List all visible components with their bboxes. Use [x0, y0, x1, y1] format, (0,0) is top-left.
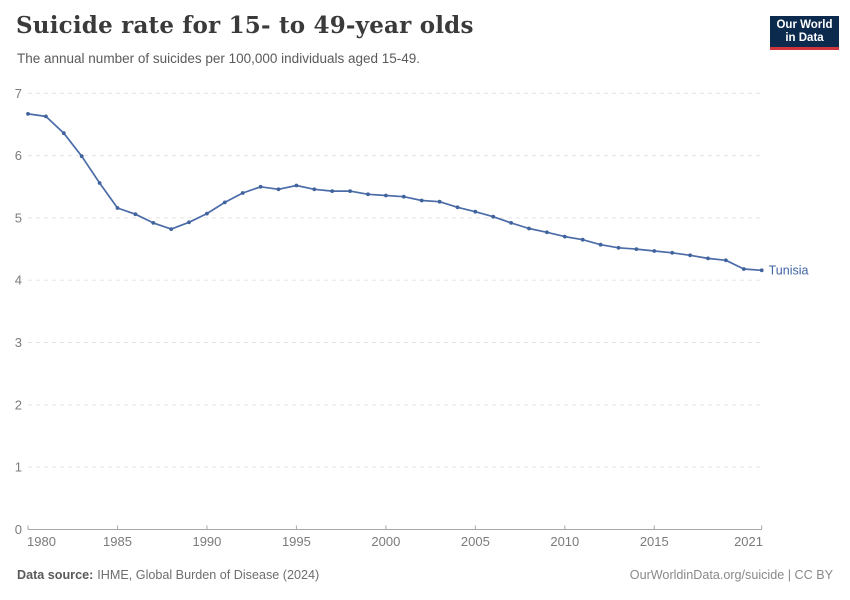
data-point-1999[interactable]	[366, 192, 370, 197]
series-line-tunisia[interactable]	[27, 113, 763, 272]
data-point-2013[interactable]	[616, 245, 621, 250]
data-point-2007[interactable]	[509, 221, 513, 225]
owid-logo[interactable]: Our World in Data	[770, 16, 839, 50]
y-axis-tick-label-2: 2	[15, 397, 22, 412]
data-point-2003[interactable]	[437, 199, 442, 204]
y-axis-tick-label-0: 0	[15, 522, 22, 537]
data-point-2005[interactable]	[473, 209, 478, 214]
data-point-2001[interactable]	[401, 194, 406, 199]
data-point-1993[interactable]	[258, 184, 263, 189]
data-source-note: Data source: IHME, Global Burden of Disea…	[17, 568, 319, 582]
data-point-1989[interactable]	[187, 220, 191, 225]
data-point-2008[interactable]	[527, 226, 531, 231]
data-point-1990[interactable]	[205, 211, 209, 216]
data-point-2020[interactable]	[741, 267, 746, 271]
x-axis-tick-label-2005: 2005	[461, 534, 490, 549]
data-point-1980[interactable]	[26, 112, 30, 116]
data-point-1991[interactable]	[222, 200, 227, 205]
data-point-2012[interactable]	[598, 242, 603, 247]
data-point-2004[interactable]	[455, 205, 460, 210]
y-axis-tick-label-3: 3	[15, 335, 22, 350]
data-point-1982[interactable]	[61, 131, 66, 136]
x-axis-tick-label-1985: 1985	[103, 534, 132, 549]
data-point-1995[interactable]	[294, 183, 299, 188]
data-point-1997[interactable]	[330, 189, 335, 194]
data-point-2011[interactable]	[580, 237, 585, 242]
data-point-2018[interactable]	[706, 256, 710, 261]
x-axis-tick-label-1980: 1980	[27, 534, 56, 549]
data-point-2000[interactable]	[384, 193, 388, 198]
data-point-2016[interactable]	[670, 250, 675, 255]
data-point-1994[interactable]	[276, 187, 281, 192]
data-point-1996[interactable]	[312, 187, 317, 192]
owid-logo-line2: in Data	[785, 31, 824, 44]
data-point-2019[interactable]	[724, 258, 728, 263]
x-axis-tick-label-1990: 1990	[192, 534, 221, 549]
entity-label[interactable]: Tunisia	[769, 263, 809, 277]
data-point-1984[interactable]	[97, 181, 102, 185]
data-point-2009[interactable]	[545, 230, 549, 235]
y-axis-tick-label-5: 5	[15, 210, 22, 225]
data-point-1987[interactable]	[151, 221, 156, 225]
owid-logo-line1: Our World	[776, 18, 833, 31]
data-source-label: Data source:	[17, 568, 94, 582]
data-point-2006[interactable]	[491, 214, 496, 219]
data-point-2015[interactable]	[652, 249, 657, 253]
data-point-2021[interactable]	[759, 268, 764, 273]
y-axis-tick-label-4: 4	[15, 273, 22, 288]
data-point-2010[interactable]	[562, 234, 567, 239]
data-point-1988[interactable]	[169, 227, 174, 232]
data-point-1981[interactable]	[44, 114, 48, 119]
data-point-1998[interactable]	[348, 189, 352, 194]
data-point-1983[interactable]	[79, 154, 84, 159]
x-axis-tick-label-2000: 2000	[371, 534, 400, 549]
y-axis-tick-label-1: 1	[15, 460, 22, 475]
x-axis-tick-label-2015: 2015	[640, 534, 669, 549]
data-source-value: IHME, Global Burden of Disease (2024)	[97, 568, 320, 582]
y-axis-tick-label-6: 6	[15, 148, 22, 163]
x-axis-tick-label-1995: 1995	[282, 534, 311, 549]
x-axis-tick-label-2021: 2021	[734, 534, 763, 549]
data-point-1986[interactable]	[133, 212, 138, 217]
page-title: Suicide rate for 15- to 49-year olds	[16, 12, 474, 39]
data-point-2017[interactable]	[688, 253, 692, 258]
data-point-2014[interactable]	[634, 247, 639, 252]
x-axis-tick-label-2010: 2010	[550, 534, 579, 549]
data-point-1985[interactable]	[115, 206, 120, 210]
data-point-2002[interactable]	[419, 198, 424, 203]
y-axis-tick-label-7: 7	[15, 86, 22, 101]
license-note: OurWorldinData.org/suicide | CC BY	[629, 568, 833, 582]
chart-subtitle: The annual number of suicides per 100,00…	[17, 51, 421, 66]
data-point-1992[interactable]	[240, 191, 245, 195]
